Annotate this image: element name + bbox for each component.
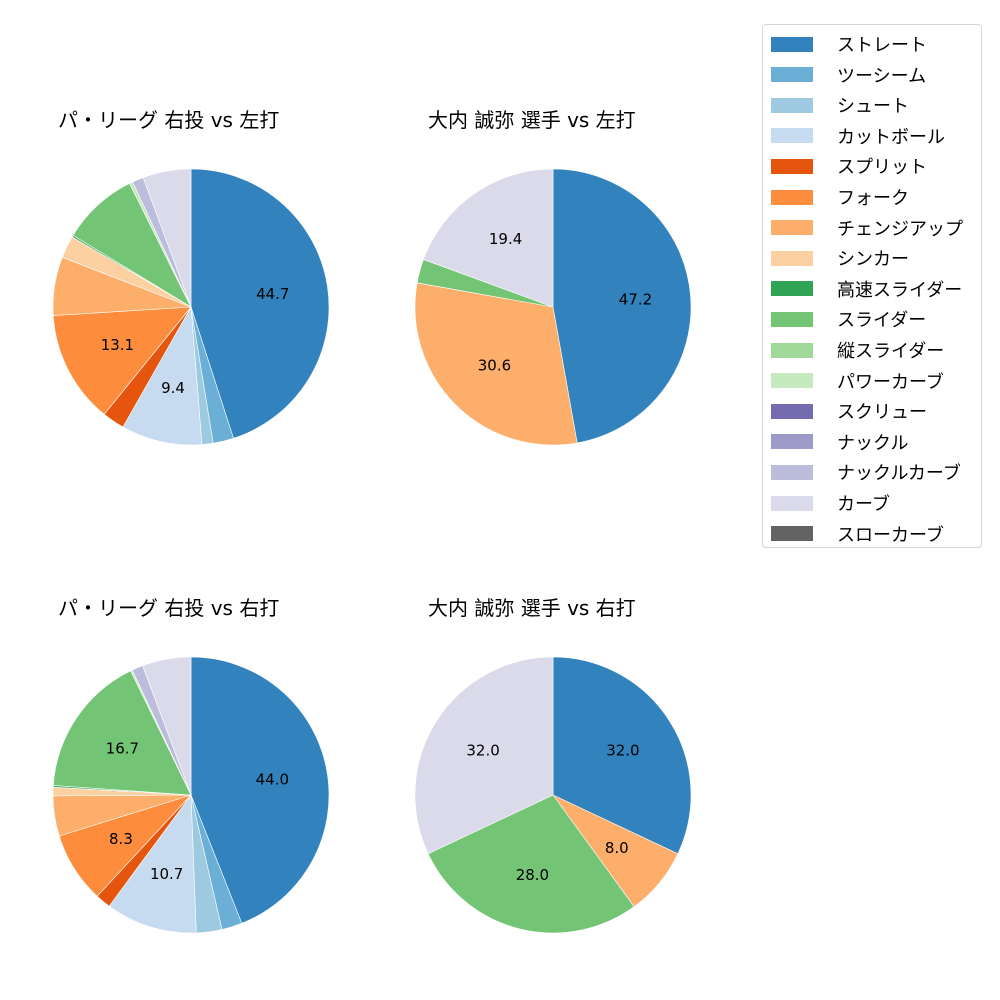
- pie-slice: [190, 168, 330, 439]
- slice-percent-label: 44.7: [256, 285, 289, 303]
- legend-swatch: [771, 36, 813, 52]
- legend-label: 高速スライダー: [837, 279, 963, 301]
- legend-swatch: [771, 250, 813, 266]
- legend-label: スローカーブ: [837, 524, 944, 546]
- legend-label: ナックル: [837, 432, 909, 454]
- legend-label: カーブ: [837, 494, 890, 515]
- legend-label: ナックルカーブ: [837, 463, 961, 485]
- legend-item: ツーシーム: [771, 63, 926, 87]
- legend-label: スクリュー: [837, 402, 927, 424]
- legend-swatch: [771, 495, 813, 511]
- pie-slice: [552, 656, 692, 855]
- legend-label: ストレート: [837, 35, 927, 56]
- legend-swatch: [771, 342, 813, 358]
- legend-item: ナックルカーブ: [771, 460, 961, 484]
- legend-swatch: [771, 97, 813, 113]
- legend-swatch: [771, 158, 813, 174]
- legend-label: シュート: [837, 96, 909, 118]
- legend-swatch: [771, 403, 813, 419]
- legend-label: スライダー: [837, 310, 927, 332]
- pie-slice: [427, 794, 635, 934]
- pie-slice: [142, 656, 192, 796]
- legend-item: パワーカーブ: [771, 369, 944, 393]
- legend-item: ストレート: [771, 32, 927, 56]
- legend-item: カットボール: [771, 124, 945, 148]
- slice-percent-label: 19.4: [489, 230, 522, 248]
- slice-percent-label: 10.7: [150, 865, 183, 883]
- pie-slice: [142, 168, 192, 308]
- slice-percent-label: 32.0: [466, 742, 499, 760]
- pie-slice: [414, 282, 578, 446]
- legend-swatch: [771, 311, 813, 327]
- slice-percent-label: 44.0: [256, 770, 289, 788]
- pie-slice: [108, 794, 197, 934]
- legend-item: スプリット: [771, 154, 927, 178]
- slice-percent-label: 32.0: [606, 742, 639, 760]
- legend-item: スローカーブ: [771, 522, 944, 546]
- pie-slice: [52, 306, 192, 415]
- legend-item: カーブ: [771, 491, 890, 515]
- legend-swatch: [771, 189, 813, 205]
- legend-label: カットボール: [837, 126, 945, 148]
- pie-slice: [423, 168, 554, 308]
- legend-label: 縦スライダー: [837, 341, 945, 362]
- legend-swatch: [771, 434, 813, 450]
- pie-slice: [190, 656, 330, 924]
- legend-label: スプリット: [837, 157, 927, 179]
- pie-slice: [122, 306, 203, 446]
- chart-title-ouchi-vs-lhb: 大内 誠弥 選手 vs 左打: [428, 108, 636, 132]
- slice-percent-label: 9.4: [161, 379, 185, 397]
- legend: ストレートツーシームシュートカットボール スプリットフォークチェンジアップ シンカー…: [762, 24, 982, 548]
- slice-percent-label: 8.0: [605, 839, 629, 857]
- legend-item: フォーク: [771, 185, 909, 209]
- legend-item: スライダー: [771, 307, 926, 331]
- slice-percent-label: 16.7: [106, 740, 139, 758]
- slice-percent-label: 47.2: [619, 291, 652, 309]
- slice-percent-label: 8.3: [109, 830, 133, 848]
- pie-slice: [552, 168, 692, 444]
- legend-swatch: [771, 128, 813, 144]
- chart-title-ouchi-vs-rhb: 大内 誠弥 選手 vs 右打: [428, 596, 636, 620]
- legend-label: パワーカーブ: [837, 371, 944, 393]
- legend-swatch: [771, 464, 813, 480]
- legend-item: 高速スライダー: [771, 277, 962, 301]
- chart-title-pl-rhp-vs-rhb: パ・リーグ 右投 vs 右打: [58, 596, 280, 620]
- pie-slice: [53, 670, 192, 796]
- legend-swatch: [771, 373, 813, 389]
- legend-swatch: [771, 526, 813, 542]
- legend-item: スクリュー: [771, 399, 927, 423]
- legend-label: ツーシーム: [837, 65, 927, 87]
- legend-item: チェンジアップ: [771, 216, 963, 240]
- legend-swatch: [771, 281, 813, 297]
- pie-slice: [414, 656, 554, 855]
- slice-percent-label: 28.0: [516, 866, 549, 884]
- legend-label: シンカー: [837, 249, 909, 271]
- legend-item: ナックル: [771, 430, 908, 454]
- slice-percent-label: 30.6: [478, 357, 511, 375]
- legend-item: シンカー: [771, 246, 909, 270]
- legend-swatch: [771, 67, 813, 83]
- legend-label: フォーク: [837, 188, 909, 209]
- legend-item: 縦スライダー: [771, 338, 944, 362]
- legend-label: チェンジアップ: [837, 218, 963, 240]
- chart-title-pl-rhp-vs-lhb: パ・リーグ 右投 vs 左打: [58, 108, 280, 132]
- legend-item: シュート: [771, 93, 909, 117]
- slice-percent-label: 13.1: [101, 336, 134, 354]
- legend-swatch: [771, 220, 813, 236]
